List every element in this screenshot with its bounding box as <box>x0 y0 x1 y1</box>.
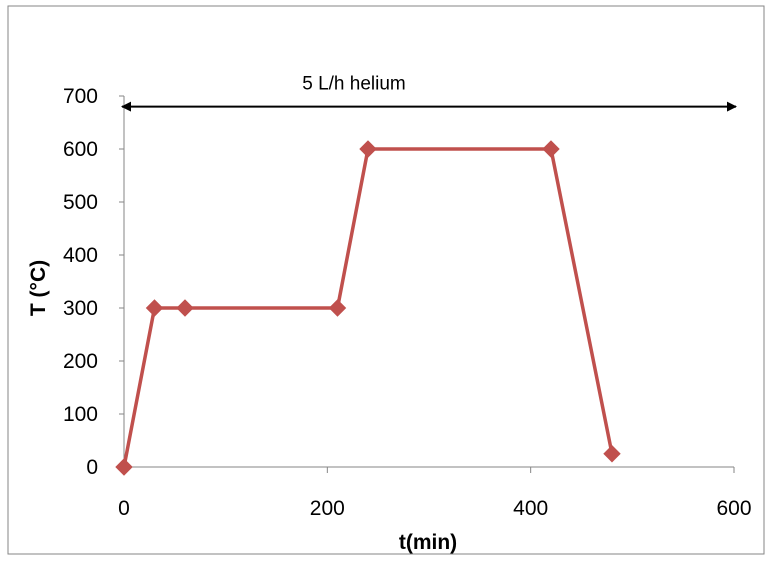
data-point <box>176 299 194 317</box>
data-point <box>145 299 164 317</box>
x-tick-label: 600 <box>716 497 751 520</box>
data-point <box>542 140 560 158</box>
y-axis-title: T (°C) <box>27 260 50 316</box>
series-layer <box>115 140 621 476</box>
x-tick-label: 200 <box>310 497 345 520</box>
x-tick-label: 400 <box>513 497 548 520</box>
y-tick-label: 600 <box>63 138 98 161</box>
y-tick-label: 200 <box>63 350 98 373</box>
x-axis-title: t(min) <box>399 531 457 554</box>
chart-frame <box>7 5 765 555</box>
y-tick-label: 100 <box>63 403 98 426</box>
data-point <box>603 445 621 463</box>
annotation-layer: 5 L/h helium <box>121 74 737 112</box>
y-tick-label: 400 <box>63 244 98 267</box>
x-tick-label: 0 <box>118 497 130 520</box>
data-point <box>328 299 347 317</box>
y-tick-label: 500 <box>63 191 98 214</box>
annotation-label: 5 L/h helium <box>302 74 406 95</box>
data-point <box>359 140 377 158</box>
y-tick-label: 300 <box>63 297 98 320</box>
axes: 0 100 200 300 400 500 600 700 0 200 400 600 <box>63 85 752 520</box>
y-tick-label: 0 <box>86 456 98 479</box>
y-tick-label: 700 <box>63 85 98 108</box>
data-point <box>115 458 133 476</box>
